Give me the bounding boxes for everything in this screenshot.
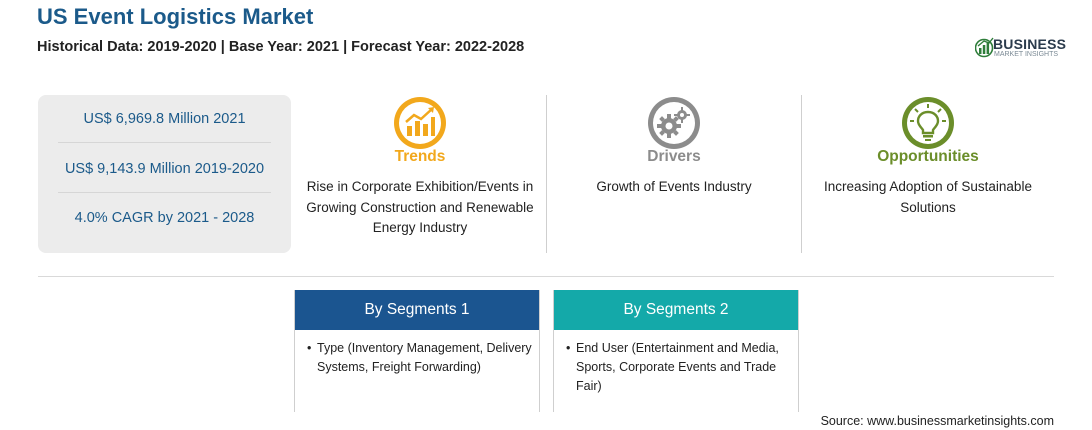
brand-logo: BUSINESS MARKET INSIGHTS [975,34,1067,64]
stats-divider [58,142,271,143]
page-title: US Event Logistics Market [37,4,314,29]
trends-title: Trends [394,148,446,165]
lightbulb-icon [902,97,954,149]
logo-tagline: MARKET INSIGHTS [994,51,1059,58]
gears-icon [648,97,700,149]
page-subtitle: Historical Data: 2019-2020 | Base Year: … [37,39,525,55]
stat-cagr: 4.0% CAGR by 2021 - 2028 [74,210,255,226]
column-divider [546,95,547,253]
stats-divider [58,192,271,193]
segment-2-panel: By Segments 2 • End User (Entertainment … [553,290,799,412]
stat-historical-value: US$ 9,143.9 Million 2019-2020 [64,161,265,177]
opportunities-title: Opportunities [877,148,979,165]
segment-1-title: By Segments 1 [295,290,539,330]
source-note: Source: www.businessmarketinsights.com [820,414,1054,428]
trends-text: Rise in Corporate Exhibition/Events in G… [306,179,534,235]
bullet-icon: • [307,341,312,355]
drivers-title: Drivers [647,148,701,165]
market-stats-panel: US$ 6,969.8 Million 2021 US$ 9,143.9 Mil… [38,95,291,253]
segment-1-body: • Type (Inventory Management, Delivery S… [295,330,539,377]
trending-chart-icon [394,97,446,149]
segment-2-text: End User (Entertainment and Media, Sport… [576,341,779,393]
segment-2-title: By Segments 2 [554,290,798,330]
business-insights-logo-icon [975,37,994,58]
stat-market-size-2021: US$ 6,969.8 Million 2021 [83,111,246,127]
segment-1-panel: By Segments 1 • Type (Inventory Manageme… [294,290,540,412]
segment-1-text: Type (Inventory Management, Delivery Sys… [317,341,532,374]
opportunities-text: Increasing Adoption of Sustainable Solut… [824,179,1032,215]
logo-wordmark: BUSINESS [993,36,1067,52]
bullet-icon: • [566,341,571,355]
drivers-text: Growth of Events Industry [596,179,752,194]
segment-2-body: • End User (Entertainment and Media, Spo… [554,330,798,396]
column-divider [801,95,802,253]
section-divider [38,276,1054,277]
